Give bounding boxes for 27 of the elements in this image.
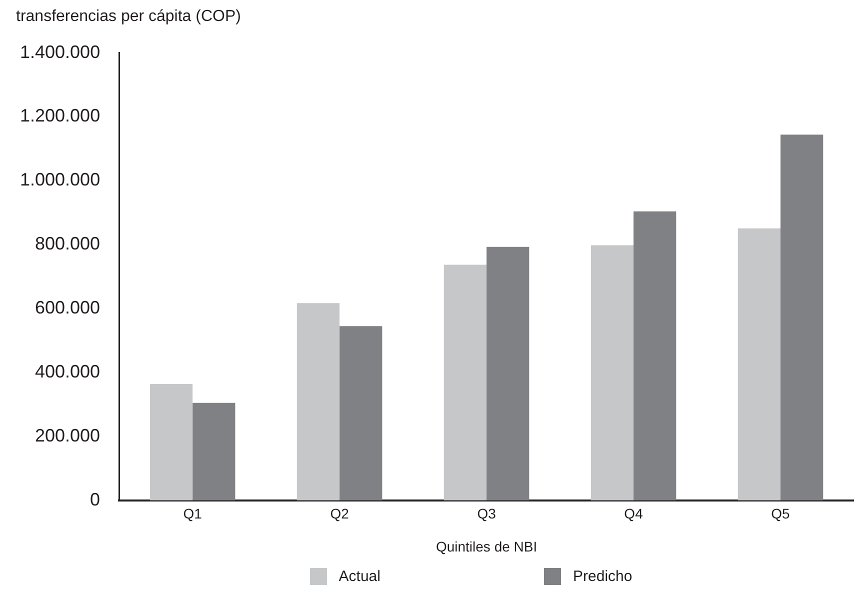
y-tick-label: 400.000 <box>35 361 100 382</box>
bar <box>150 384 193 500</box>
bar <box>780 134 824 500</box>
legend-label: Predicho <box>573 568 632 585</box>
bar <box>590 245 634 500</box>
y-tick-label: 0 <box>90 489 100 510</box>
legend-label: Actual <box>338 568 380 585</box>
bar <box>296 303 340 500</box>
x-tick-label: Q2 <box>330 506 350 522</box>
x-tick-label: Q5 <box>771 506 790 522</box>
x-tick-label: Q1 <box>183 506 202 522</box>
y-tick-label: 200.000 <box>35 425 100 446</box>
bar <box>486 246 530 500</box>
y-tick-label: 1.200.000 <box>20 106 100 126</box>
bar <box>444 264 487 500</box>
y-axis-title: transferencias per cápita (COP) <box>15 8 242 27</box>
y-tick-label: 800.000 <box>35 234 100 254</box>
bar <box>738 228 781 500</box>
x-axis-title: Quintiles de NBI <box>436 538 538 554</box>
y-tick-label: 600.000 <box>35 298 100 318</box>
bar <box>634 211 676 500</box>
x-tick-label: Q4 <box>624 506 644 522</box>
y-tick-label: 1.400.000 <box>20 42 100 62</box>
y-tick-label: 1.000.000 <box>20 170 100 190</box>
bar <box>192 402 236 500</box>
x-tick-label: Q3 <box>477 506 496 522</box>
bar <box>340 326 382 500</box>
